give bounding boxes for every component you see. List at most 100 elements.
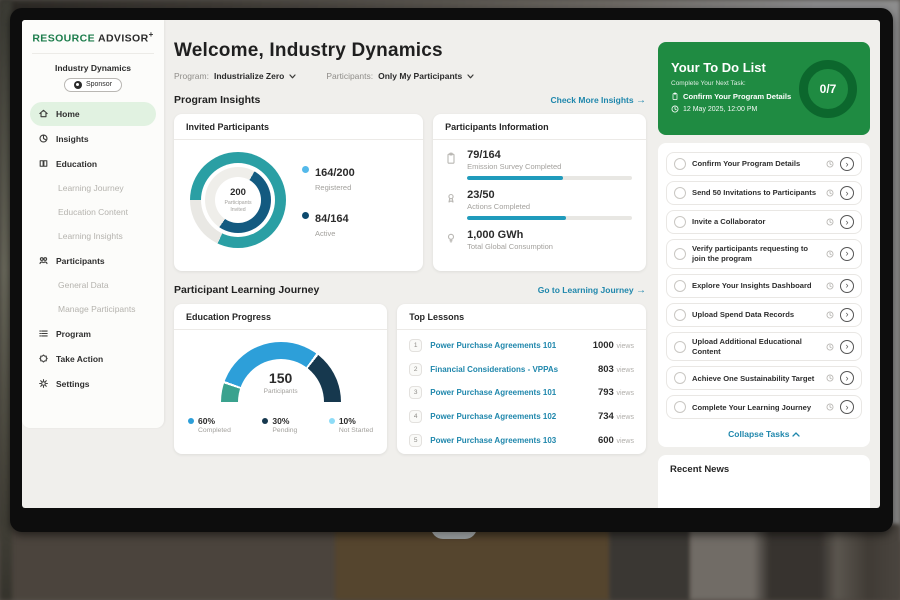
progress-track	[467, 216, 632, 220]
legend-dot	[329, 418, 335, 424]
task-checkbox[interactable]	[674, 187, 686, 199]
task-item[interactable]: Invite a Collaborator ›	[666, 210, 862, 234]
arrow-right-icon: →	[636, 95, 646, 106]
lesson-row: 2 Financial Considerations - VPPAs 803 v…	[409, 358, 634, 382]
task-item[interactable]: Verify participants requesting to join t…	[666, 239, 862, 269]
donut-legend: 164/200Registered 84/164Active	[302, 163, 355, 238]
sidebar-item-home[interactable]: Home	[30, 102, 156, 126]
sidebar-item-participants[interactable]: Participants	[30, 249, 156, 273]
info-row-consumption: 1,000 GWh Total Global Consumption	[445, 229, 632, 251]
task-checkbox[interactable]	[674, 401, 686, 413]
metric-value: 1,000 GWh	[467, 229, 632, 241]
todo-column: Your To Do List Complete Your Next Task:…	[658, 42, 870, 508]
chevron-right-icon[interactable]: ›	[840, 340, 854, 354]
sidebar-item-label: Home	[56, 109, 80, 119]
legend-dot	[302, 212, 309, 219]
task-item[interactable]: Complete Your Learning Journey ›	[666, 395, 862, 419]
legend-completed: 60% Completed	[188, 416, 231, 434]
task-checkbox[interactable]	[674, 372, 686, 384]
page-title: Welcome, Industry Dynamics	[174, 40, 646, 62]
task-checkbox[interactable]	[674, 158, 686, 170]
participants-dropdown[interactable]: Participants: Only My Participants	[326, 71, 474, 81]
task-item[interactable]: Upload Spend Data Records ›	[666, 303, 862, 327]
metric-label: Emission Survey Completed	[467, 162, 632, 171]
card-title: Participants Information	[433, 114, 646, 140]
education-progress-card: Education Progress 150 Participants	[174, 304, 387, 454]
info-row-survey: 79/164 Emission Survey Completed	[445, 149, 632, 180]
sponsor-label: Sponsor	[86, 81, 112, 88]
sponsor-badge: Sponsor	[64, 78, 122, 92]
gauge-legend: 60% Completed 30% Pending 10% Not Starte…	[174, 410, 387, 434]
lesson-rank: 4	[409, 410, 422, 423]
lesson-link[interactable]: Financial Considerations - VPPAs	[430, 365, 590, 374]
program-value: Industrialize Zero	[214, 71, 284, 81]
sidebar-item-general-data[interactable]: General Data	[30, 274, 156, 297]
chevron-right-icon[interactable]: ›	[840, 157, 854, 171]
chevron-right-icon[interactable]: ›	[840, 247, 854, 261]
sidebar-item-label: Manage Participants	[58, 304, 136, 314]
legend-dot	[188, 418, 194, 424]
invited-body: 200 Participants Invited 164/200Register…	[174, 140, 423, 258]
sidebar-item-manage-participants[interactable]: Manage Participants	[30, 298, 156, 321]
task-item[interactable]: Achieve One Sustainability Target ›	[666, 366, 862, 390]
sidebar-item-education[interactable]: Education	[30, 152, 156, 176]
lesson-link[interactable]: Power Purchase Agreements 101	[430, 341, 584, 350]
lesson-link[interactable]: Power Purchase Agreements 103	[430, 436, 590, 445]
todo-subtitle: Complete Your Next Task:	[671, 80, 791, 87]
go-to-learning-journey-link[interactable]: Go to Learning Journey →	[538, 285, 646, 296]
task-item[interactable]: Send 50 Invitations to Participants ›	[666, 181, 862, 205]
task-checkbox[interactable]	[674, 341, 686, 353]
lesson-link[interactable]: Power Purchase Agreements 101	[430, 388, 590, 397]
sidebar-item-label: Education	[56, 159, 97, 169]
sidebar-item-label: Program	[56, 329, 91, 339]
sidebar-item-take-action[interactable]: Take Action	[30, 347, 156, 371]
task-checkbox[interactable]	[674, 309, 686, 321]
chevron-right-icon[interactable]: ›	[840, 279, 854, 293]
task-item[interactable]: Confirm Your Program Details ›	[666, 152, 862, 176]
chevron-right-icon[interactable]: ›	[840, 186, 854, 200]
sidebar-item-program[interactable]: Program	[30, 322, 156, 346]
sidebar-item-insights[interactable]: Insights	[30, 127, 156, 151]
participants-label: Participants:	[326, 71, 373, 81]
metric-label: Total Global Consumption	[467, 242, 632, 251]
chevron-right-icon[interactable]: ›	[840, 215, 854, 229]
clock-icon	[826, 374, 834, 382]
learning-journey-header: Participant Learning Journey Go to Learn…	[174, 284, 646, 296]
arrow-right-icon: →	[636, 285, 646, 296]
lesson-row: 4 Power Purchase Agreements 102 734 view…	[409, 405, 634, 429]
program-dropdown[interactable]: Program: Industrialize Zero	[174, 71, 296, 81]
collapse-tasks-link[interactable]: Collapse Tasks	[666, 424, 862, 445]
info-body: 79/164 Emission Survey Completed 23/50 A…	[433, 140, 646, 251]
sidebar-item-learning-insights[interactable]: Learning Insights	[30, 225, 156, 248]
sidebar-item-education-content[interactable]: Education Content	[30, 201, 156, 224]
program-icon	[38, 328, 49, 339]
background-doors	[690, 525, 900, 600]
info-row-actions: 23/50 Actions Completed	[445, 189, 632, 220]
task-checkbox[interactable]	[674, 248, 686, 260]
gauge-center-label: Participants	[221, 388, 341, 395]
logo-resource: RESOURCE	[32, 33, 95, 45]
check-more-insights-link[interactable]: Check More Insights →	[550, 95, 646, 106]
progress-track	[467, 176, 632, 180]
learning-cards: Education Progress 150 Participants	[174, 304, 646, 454]
task-checkbox[interactable]	[674, 216, 686, 228]
task-item[interactable]: Upload Additional Educational Content ›	[666, 332, 862, 362]
task-checkbox[interactable]	[674, 280, 686, 292]
chevron-right-icon[interactable]: ›	[840, 400, 854, 414]
chevron-right-icon[interactable]: ›	[840, 371, 854, 385]
background-shadow	[610, 525, 690, 600]
settings-icon	[38, 378, 49, 389]
lesson-link[interactable]: Power Purchase Agreements 102	[430, 412, 590, 421]
clock-icon	[826, 250, 834, 258]
sidebar-item-settings[interactable]: Settings	[30, 372, 156, 396]
program-label: Program:	[174, 71, 209, 81]
chevron-right-icon[interactable]: ›	[840, 308, 854, 322]
sidebar-item-learning-journey[interactable]: Learning Journey	[30, 177, 156, 200]
education-icon	[38, 158, 49, 169]
participants-icon	[38, 255, 49, 266]
lesson-row: 1 Power Purchase Agreements 101 1000 vie…	[409, 334, 634, 358]
progress-fill	[467, 216, 566, 220]
top-lessons-card: Top Lessons 1 Power Purchase Agreements …	[397, 304, 646, 454]
logo-advisor: ADVISOR	[98, 33, 149, 45]
task-item[interactable]: Explore Your Insights Dashboard ›	[666, 274, 862, 298]
